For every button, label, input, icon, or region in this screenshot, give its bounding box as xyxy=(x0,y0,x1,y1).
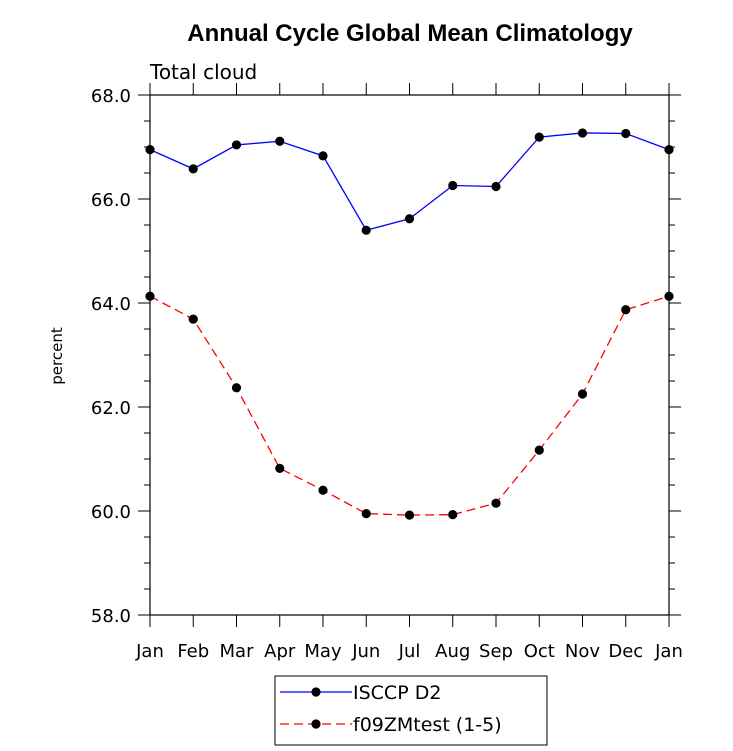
legend-label: ISCCP D2 xyxy=(353,682,441,704)
y-tick-label: 58.0 xyxy=(91,606,131,627)
data-point xyxy=(534,445,544,455)
data-point xyxy=(145,291,155,301)
y-tick-label: 68.0 xyxy=(91,86,131,107)
data-point xyxy=(621,305,631,315)
data-point xyxy=(577,128,588,138)
legend-marker xyxy=(311,687,321,697)
data-point xyxy=(275,136,285,146)
x-tick-label: Feb xyxy=(177,641,209,662)
data-point xyxy=(534,132,544,142)
data-point xyxy=(275,463,285,473)
x-tick-label: Jun xyxy=(351,641,380,662)
data-point xyxy=(231,140,242,150)
y-tick-label: 64.0 xyxy=(91,294,131,315)
series-group xyxy=(145,128,674,520)
data-point xyxy=(491,498,501,508)
series-line xyxy=(149,295,670,516)
x-tick-label: Nov xyxy=(565,641,600,662)
y-tick-labels: 58.0 60.0 62.0 64.0 66.0 68.0 xyxy=(91,86,131,627)
data-point xyxy=(664,145,674,155)
legend: ISCCP D2 f09ZMtest (1-5) xyxy=(274,675,548,746)
data-point xyxy=(621,128,631,139)
x-tick-label: Apr xyxy=(264,641,296,662)
x-tick-labels: Jan Feb Mar Apr May Jun Jul Aug Sep Oct Nov Dec Jan xyxy=(135,641,683,662)
x-tick-label: Jul xyxy=(398,641,421,662)
data-point xyxy=(361,225,371,235)
x-tick-label: Jan xyxy=(654,641,683,662)
data-point xyxy=(448,180,458,191)
data-point xyxy=(188,314,198,324)
y-axis-label: percent xyxy=(48,327,66,385)
data-point xyxy=(404,214,415,224)
x-tick-label: Sep xyxy=(479,641,513,662)
x-tick-label: Aug xyxy=(435,641,470,662)
data-point xyxy=(318,485,328,495)
y-tick-label: 66.0 xyxy=(91,190,131,211)
axis-ticks xyxy=(138,83,681,627)
data-point xyxy=(664,291,674,301)
data-point xyxy=(188,164,198,174)
y-tick-label: 62.0 xyxy=(91,398,131,419)
data-point xyxy=(318,151,328,161)
x-tick-label: Dec xyxy=(608,641,643,662)
chart-subtitle: Total cloud xyxy=(149,60,257,84)
x-tick-label: Jan xyxy=(135,641,164,662)
data-point xyxy=(491,181,501,192)
y-tick-label: 60.0 xyxy=(91,502,131,523)
legend-marker xyxy=(311,719,321,729)
data-point xyxy=(577,389,588,399)
chart-title: Annual Cycle Global Mean Climatology xyxy=(187,20,633,47)
x-tick-label: Mar xyxy=(220,641,255,662)
data-point xyxy=(145,145,155,155)
x-tick-label: May xyxy=(304,641,342,662)
x-tick-label: Oct xyxy=(524,641,555,662)
legend-label: f09ZMtest (1-5) xyxy=(353,714,502,736)
plot-frame xyxy=(149,94,670,616)
data-point xyxy=(361,508,371,519)
data-point xyxy=(231,383,242,393)
legend-box xyxy=(274,675,548,746)
data-point xyxy=(448,510,458,520)
data-point xyxy=(404,510,415,520)
